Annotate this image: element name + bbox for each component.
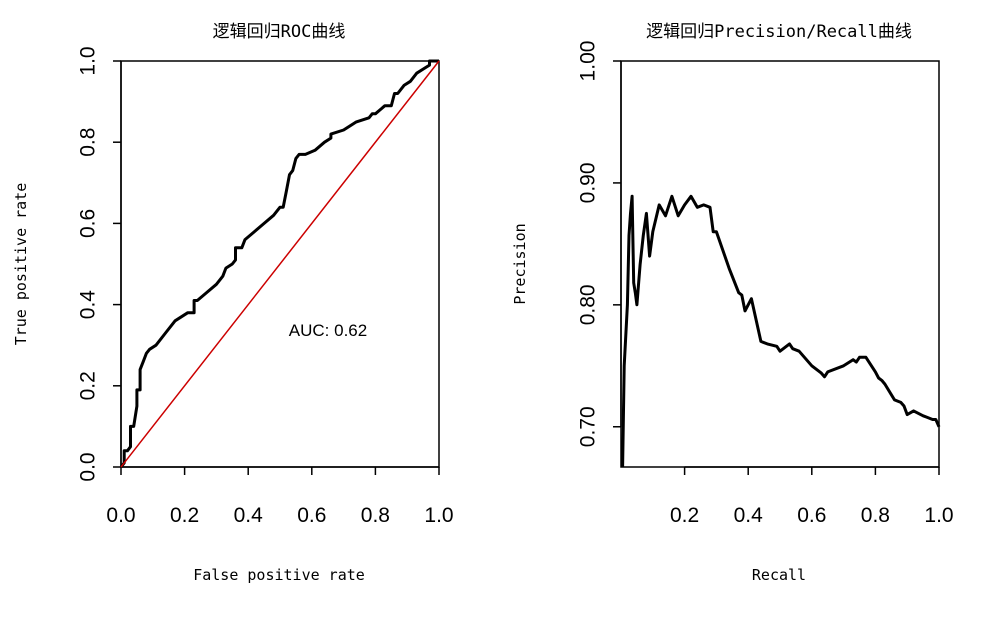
roc-y-tick-label: 0.2: [77, 371, 100, 400]
roc-x-axis-label: False positive rate: [193, 566, 365, 584]
pr-series-line-0: [621, 194, 941, 468]
roc-y-tick-label: 1.0: [77, 46, 100, 75]
roc-y-tick-label: 0.8: [77, 128, 100, 157]
pr-y-tick-label: 1.00: [577, 41, 600, 82]
roc-y-axis-label: True positive rate: [12, 183, 30, 346]
pr-y-tick-label: 0.80: [577, 284, 600, 325]
roc-chart: 逻辑回归ROC曲线 0.0 0.2 0.4 0.6 0.8 1.0 0.0 0.2 0.4 0.6…: [12, 22, 454, 584]
pr-chart: 逻辑回归Precision/Recall曲线 0.2 0.4 0.6 0.8 1.00.…: [511, 22, 954, 584]
pr-x-axis-label: Recall: [752, 566, 806, 584]
pr-title: 逻辑回归Precision/Recall曲线: [646, 22, 912, 42]
roc-marks: [119, 59, 440, 468]
roc-x-tick-label: 0.8: [361, 504, 390, 527]
roc-series-line-0: [119, 59, 439, 468]
auc-annotation: AUC: 0.62: [289, 321, 367, 340]
pr-plot-frame: [620, 60, 940, 468]
pr-marks: [621, 194, 941, 468]
pr-x-tick-label: 0.6: [797, 504, 826, 527]
pr-y-axis-label: Precision: [511, 223, 529, 304]
pr-x-tick-label: 1.0: [924, 504, 953, 527]
roc-title: 逻辑回归ROC曲线: [213, 22, 346, 42]
roc-x-tick-label: 0.0: [106, 504, 135, 527]
roc-ticks: 0.0 0.2 0.4 0.6 0.8 1.0 0.0 0.2 0.4 0.6 0.8 1.0: [77, 46, 454, 527]
pr-x-tick-label: 0.4: [734, 504, 764, 527]
pr-ticks: 0.2 0.4 0.6 0.8 1.0 0.70 0.80 0.90 1.00: [577, 41, 954, 527]
roc-y-tick-label: 0.6: [77, 209, 100, 238]
roc-x-tick-label: 0.4: [234, 504, 264, 527]
roc-x-tick-label: 1.0: [424, 504, 453, 527]
roc-y-tick-label: 0.0: [77, 452, 100, 481]
roc-x-tick-label: 0.2: [170, 504, 199, 527]
pr-x-tick-label: 0.8: [861, 504, 890, 527]
roc-x-tick-label: 0.6: [297, 504, 326, 527]
pr-x-tick-label: 0.2: [670, 504, 699, 527]
pr-y-tick-label: 0.90: [577, 162, 600, 203]
pr-y-tick-label: 0.70: [577, 406, 600, 447]
roc-series-line-1: [120, 60, 440, 468]
roc-y-tick-label: 0.4: [77, 290, 100, 320]
